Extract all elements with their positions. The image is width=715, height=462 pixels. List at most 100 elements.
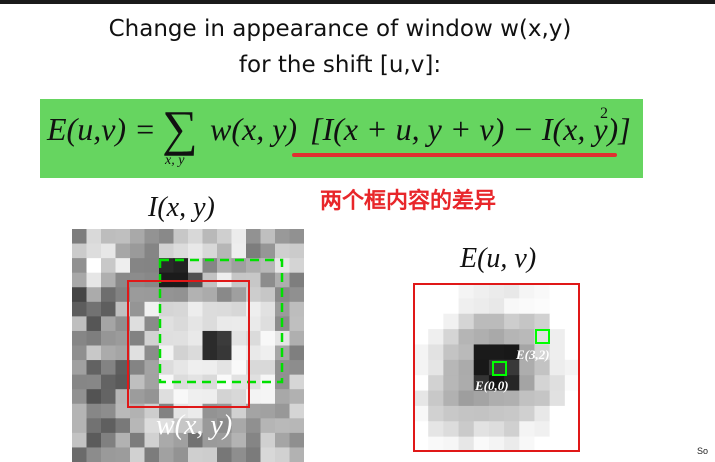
pixel [443,344,460,361]
pixel [473,283,490,299]
marker-e32 [535,329,550,344]
pixel [504,390,520,407]
pixel [549,390,566,407]
pixel [428,313,444,330]
pixel [72,345,88,361]
pixel [504,298,520,315]
pixel [188,447,204,462]
pixel [458,359,475,376]
pixel [188,418,204,434]
pixel [173,374,189,390]
pixel [458,436,475,452]
pixel [217,243,233,259]
pixel [458,405,475,422]
pixel [101,258,117,274]
pixel [115,243,131,259]
pixel [130,389,146,405]
pixel [144,316,160,332]
pixel [260,345,276,361]
pixel [458,390,475,407]
pixel [246,243,262,259]
pixel [101,272,117,288]
pixel [428,436,444,452]
pixel [443,283,460,299]
pixel [443,313,460,330]
pixel [86,447,102,462]
pixel [473,390,490,407]
pixel [86,374,102,390]
pixel [289,432,304,449]
pixel [217,447,233,462]
pixel [217,418,233,434]
pixel [101,243,117,259]
pixel [202,330,218,347]
pixel [188,287,204,303]
pixel [159,243,175,259]
pixel [101,432,117,449]
pixel [534,298,551,315]
top-rule [0,0,715,4]
pixel [72,272,88,288]
pixel [144,301,160,317]
pixel [275,418,291,434]
pixel [534,375,551,392]
pixel [144,447,160,462]
pixel [246,258,262,274]
pixel [231,360,247,376]
pixel [144,243,160,259]
pixel [72,316,88,332]
pixel [519,436,536,452]
pixel [443,436,460,452]
pixel [72,360,88,376]
pixel [101,316,117,332]
pixel [173,330,189,347]
pixel [130,447,146,462]
pixel [101,374,117,390]
pixel [86,403,102,419]
pixel [101,229,117,245]
pixel [549,344,566,361]
pixel [159,301,175,317]
pixel [428,359,444,376]
pixel [115,418,131,434]
pixel [202,345,218,361]
pixel [115,229,131,245]
pixel [504,329,520,346]
pixel [534,359,551,376]
pixel [130,229,146,245]
pixel [488,390,505,407]
pixel [173,243,189,259]
formula-lhs: E(u,v) = [47,111,156,147]
pixel [260,301,276,317]
pixel [289,403,304,419]
pixel [72,418,88,434]
sum-symbol: ∑ [162,100,198,156]
pixel [564,375,580,392]
pixel [519,375,536,392]
pixel [458,375,475,392]
pixel [101,389,117,405]
pixel [144,432,160,449]
marker-label-e00: E(0,0) [474,378,509,393]
pixel [458,298,475,315]
pixel [428,390,444,407]
pixel [260,432,276,449]
pixel [428,344,444,361]
pixel [144,360,160,376]
pixel [173,287,189,303]
intensity-image: w(x, y) [72,229,304,462]
pixel [231,258,247,274]
pixel [549,298,566,315]
pixel [130,301,146,317]
pixel [130,418,146,434]
pixel [72,447,88,462]
pixel [413,390,429,407]
pixel [115,287,131,303]
pixel [549,313,566,330]
pixel [101,345,117,361]
pixel [86,301,102,317]
pixel [144,374,160,390]
pixel [289,272,304,288]
pixel [217,316,233,332]
pixel [488,436,505,452]
